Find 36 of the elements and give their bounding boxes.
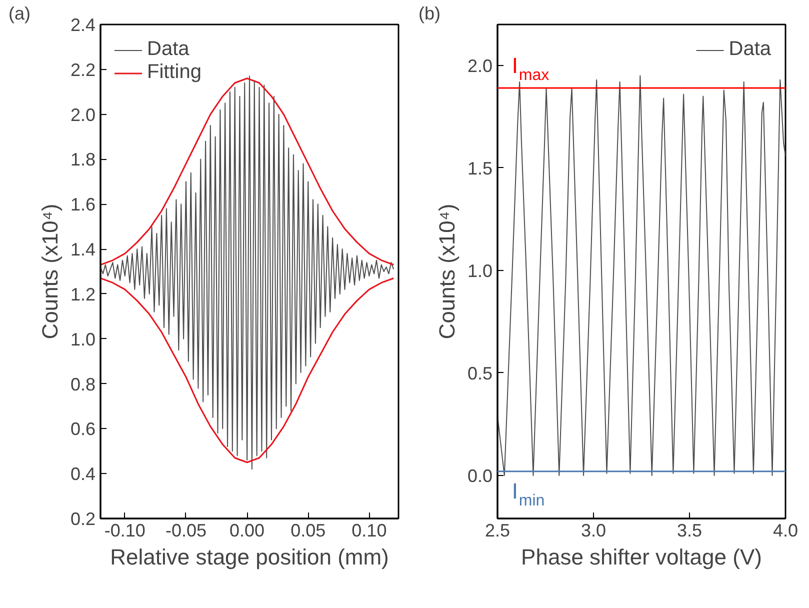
x-axis-title: Relative stage position (mm) <box>110 544 389 570</box>
y-tick-label: 0.8 <box>70 374 96 394</box>
y-tick-label: 2.2 <box>70 60 96 80</box>
x-tick-label: 0.05 <box>290 520 326 540</box>
x-tick-label: 0.10 <box>352 520 387 540</box>
line-series <box>100 277 394 464</box>
x-tick-label: 3.0 <box>580 520 606 540</box>
y-tick-label: 1.8 <box>70 150 96 170</box>
y-tick-label: 1.2 <box>70 284 96 304</box>
legend-label: Data <box>728 38 771 61</box>
y-tick-label: 2.0 <box>467 56 493 76</box>
x-tick-label: 4.0 <box>772 520 798 540</box>
y-tick-label: 0.4 <box>70 464 96 484</box>
y-tick-label: 1.4 <box>70 240 96 260</box>
x-tick-label: 0.00 <box>230 520 265 540</box>
y-tick-label: 0.0 <box>467 466 493 486</box>
x-tick-label: 2.5 <box>484 520 510 540</box>
x-tick-label: -0.05 <box>165 520 207 540</box>
y-tick-label: 1.0 <box>467 260 493 281</box>
x-axis-title: Phase shifter voltage (V) <box>521 544 762 570</box>
legend-label: Data <box>147 38 190 61</box>
x-tick-label: -0.10 <box>104 520 146 540</box>
y-tick-label: 0.5 <box>467 363 493 384</box>
x-tick-label: 3.5 <box>676 520 702 540</box>
y-axis-title: Counts (x10⁴) <box>434 204 460 340</box>
y-tick-label: 1.0 <box>70 329 96 350</box>
text: (b) <box>418 4 440 24</box>
text: (a) <box>8 4 30 24</box>
y-tick-label: 2.4 <box>70 15 96 35</box>
legend-label: Fitting <box>147 61 202 84</box>
y-axis-title: Counts (x10⁴) <box>37 204 62 340</box>
y-tick-label: 0.2 <box>70 509 96 529</box>
y-tick-label: 2.0 <box>70 104 96 125</box>
y-tick-label: 1.5 <box>467 158 493 178</box>
y-tick-label: 0.6 <box>70 419 96 440</box>
y-tick-label: 1.6 <box>70 194 96 215</box>
